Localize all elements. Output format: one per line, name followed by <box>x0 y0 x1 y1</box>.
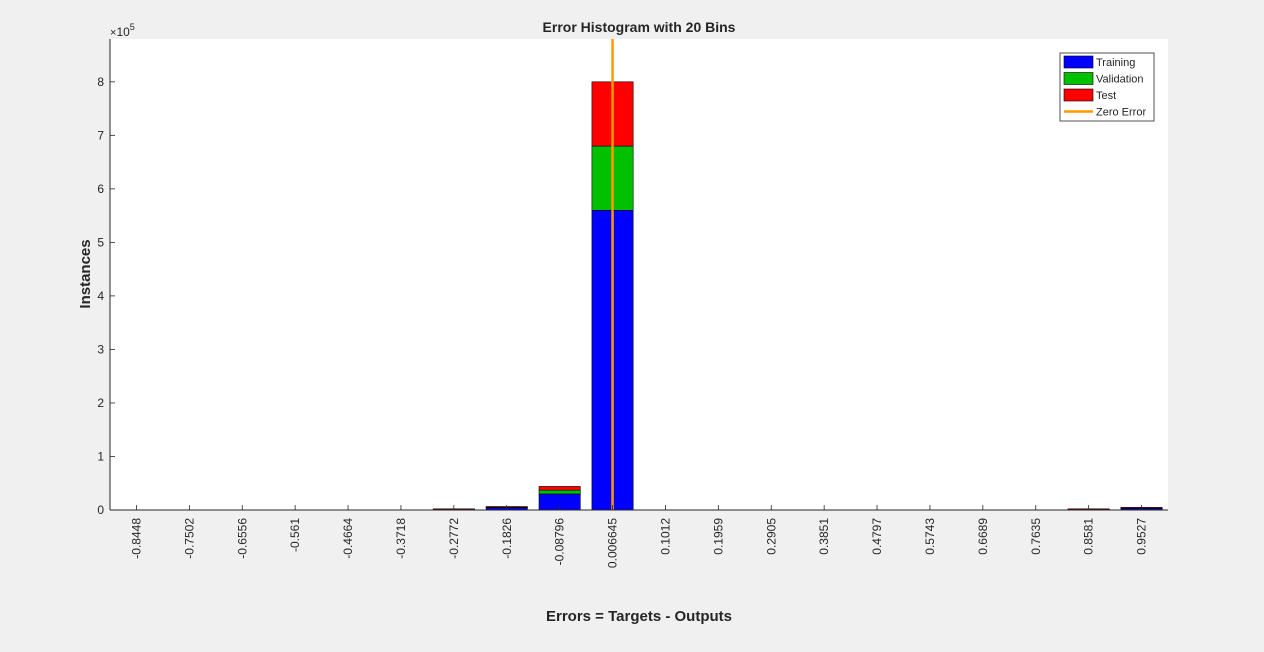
x-tick-label: 0.1959 <box>711 518 725 555</box>
histogram-bars <box>432 81 1163 511</box>
y-tick-label: 6 <box>97 182 104 196</box>
x-tick-label: 0.006645 <box>606 518 620 568</box>
x-tick-label: -0.1826 <box>500 518 514 559</box>
y-tick-label: 1 <box>97 449 104 463</box>
y-tick-label: 0 <box>97 503 104 517</box>
x-tick-label: 0.3851 <box>817 518 831 555</box>
x-tick-label: 0.6689 <box>976 518 990 555</box>
x-tick-label: 0.4797 <box>870 518 884 555</box>
x-tick-label: -0.4664 <box>341 518 355 559</box>
y-tick-label: 8 <box>97 75 104 89</box>
x-tick-label: 0.9527 <box>1135 518 1149 555</box>
bar-test-9 <box>538 486 581 491</box>
x-tick-label: -0.2772 <box>447 518 461 559</box>
x-tick-label: -0.6556 <box>235 518 249 559</box>
x-tick-label: -0.08796 <box>553 518 567 566</box>
chart-title: Error Histogram with 20 Bins <box>543 19 736 35</box>
x-tick-labels: -0.8448 -0.7502 -0.6556 -0.561 -0.4664 -0.371… <box>129 518 1148 568</box>
y-exponent-label: ×105 <box>110 22 135 39</box>
legend-swatch-test <box>1063 88 1094 102</box>
axes <box>109 39 1168 511</box>
y-exponent-power: 5 <box>130 22 135 32</box>
x-tick-label: -0.8448 <box>129 518 143 559</box>
y-tick-labels: 0 1 2 3 4 5 6 7 8 <box>97 75 104 517</box>
plot-area <box>110 39 1168 510</box>
bar-validation-9 <box>538 489 581 495</box>
x-tick-label: -0.561 <box>288 518 302 552</box>
x-tick-label: 0.2905 <box>764 518 778 555</box>
y-exponent-multiplier: × <box>110 27 116 39</box>
x-tick-label: 0.5743 <box>923 518 937 555</box>
x-tick-label: -0.3718 <box>394 518 408 559</box>
y-tick-label: 7 <box>97 128 104 142</box>
y-tick-label: 4 <box>97 289 104 303</box>
legend-swatch-training <box>1063 55 1094 69</box>
legend-swatch-validation <box>1063 72 1094 85</box>
x-tick-label: 0.7635 <box>1029 518 1043 555</box>
x-tick-label: 0.8581 <box>1082 518 1096 555</box>
y-exponent-base: 10 <box>116 25 130 39</box>
y-axis-label: Instances <box>77 239 94 308</box>
legend-label-validation: Validation <box>1096 74 1144 86</box>
x-tick-label: 0.1012 <box>658 518 672 555</box>
y-tick-label: 3 <box>97 342 104 356</box>
x-axis-label: Errors = Targets - Outputs <box>546 608 732 625</box>
legend-label-zero-error: Zero Error <box>1096 107 1146 119</box>
legend: Training Validation Test Zero Error <box>1059 52 1155 122</box>
y-tick-label: 2 <box>97 396 104 410</box>
y-tick-label: 5 <box>97 235 104 249</box>
x-tick-label: -0.7502 <box>182 518 196 559</box>
legend-label-training: Training <box>1096 57 1135 69</box>
legend-label-test: Test <box>1096 90 1116 102</box>
